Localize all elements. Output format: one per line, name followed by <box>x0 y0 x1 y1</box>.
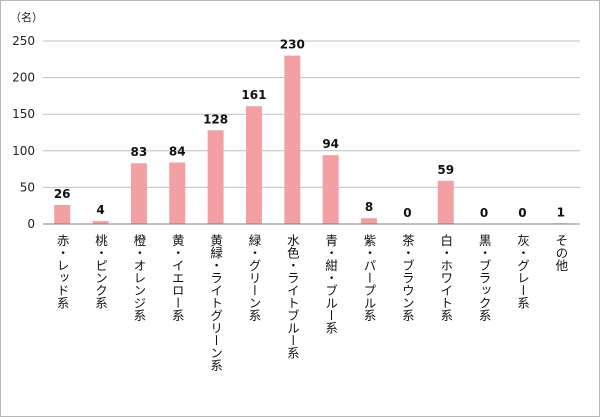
data-label: 84 <box>169 145 186 159</box>
bar <box>92 221 109 224</box>
gridlines <box>43 40 580 188</box>
data-label: 8 <box>365 200 373 214</box>
category-label: 緑・グリーン系 <box>246 233 261 322</box>
category-label: 黄緑・ライトグリーン系 <box>208 234 223 372</box>
y-tick-label: 250 <box>12 34 35 48</box>
category-label: その他 <box>553 234 568 272</box>
category-label: 赤・レッド系 <box>55 234 70 309</box>
bar <box>169 162 186 224</box>
bar <box>361 218 378 224</box>
category-labels: 赤・レッド系 桃・ピンク系 橙・オレンジ系 黄・イエロー系 黄緑・ライトグリーン系 緑・グ… <box>55 233 569 372</box>
data-labels: 26 4 83 84 128 161 230 94 8 0 59 0 0 1 <box>54 38 565 220</box>
y-axis-unit-label: （名） <box>10 10 43 24</box>
category-label: 灰・グレー系 <box>515 234 530 309</box>
data-label: 0 <box>403 206 411 220</box>
bar <box>207 130 224 224</box>
data-label: 59 <box>437 163 454 177</box>
y-tick-label: 150 <box>12 107 35 121</box>
data-label: 230 <box>280 38 305 52</box>
data-label: 1 <box>557 205 565 219</box>
data-label: 128 <box>203 112 228 126</box>
data-label: 94 <box>322 137 339 151</box>
category-label: 橙・オレンジ系 <box>131 233 146 322</box>
category-label: 桃・ピンク系 <box>93 233 108 309</box>
category-label: 白・ホワイト系 <box>438 233 453 322</box>
bars <box>54 55 569 224</box>
bar <box>437 180 454 224</box>
bar <box>284 55 301 224</box>
data-label: 4 <box>96 203 104 217</box>
data-label: 161 <box>241 88 266 102</box>
y-tick-label: 0 <box>27 217 35 231</box>
y-tick-label: 50 <box>20 180 35 194</box>
bar <box>322 155 339 224</box>
y-axis-ticks: 0 50 100 150 200 250 <box>12 34 35 231</box>
data-label: 83 <box>131 145 148 159</box>
data-label: 26 <box>54 187 71 201</box>
y-tick-label: 100 <box>12 144 35 158</box>
category-label: 黄・イエロー系 <box>170 234 185 322</box>
category-label: 青・紺・ブルー系 <box>323 234 338 334</box>
bar <box>245 106 262 224</box>
bar <box>130 163 147 224</box>
y-tick-label: 200 <box>12 71 35 85</box>
bar <box>54 204 71 224</box>
category-label: 紫・パープル系 <box>362 234 377 322</box>
category-label: 茶・ブラウン系 <box>400 233 415 322</box>
category-label: 黒・ブラック系 <box>477 234 492 322</box>
category-label: 水色・ライトブルー系 <box>285 234 300 359</box>
data-label: 0 <box>480 206 488 220</box>
data-label: 0 <box>518 206 526 220</box>
